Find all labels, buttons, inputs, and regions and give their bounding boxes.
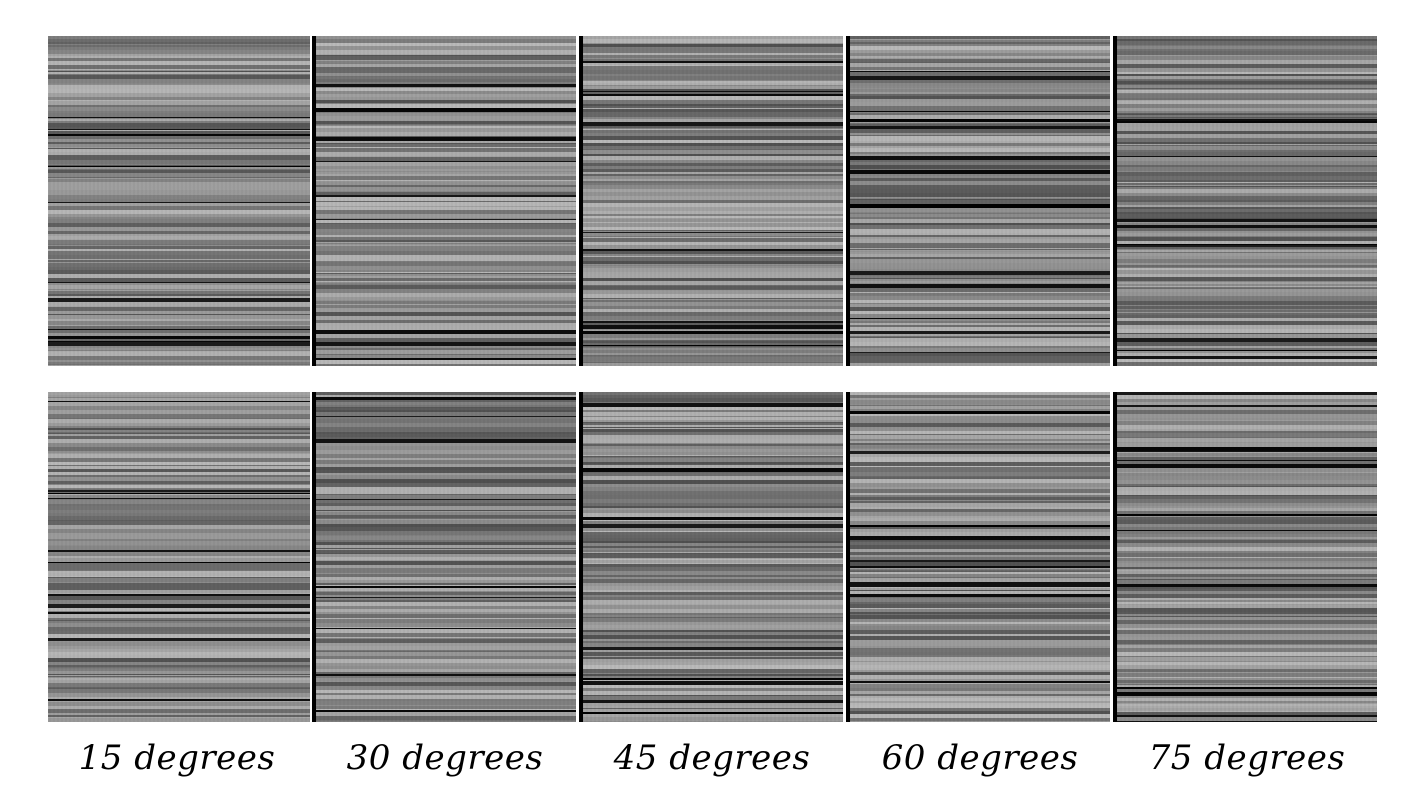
caption-60-degrees: 60 degrees: [881, 738, 1079, 778]
stripe-panel-row1-col4: [848, 36, 1110, 366]
stripe-panel-row2-col5: [1115, 392, 1377, 722]
stripe-panel-row2-col1: [48, 392, 310, 722]
separator-line: [312, 36, 316, 366]
separator-line: [1113, 36, 1117, 366]
stripe-panel-row2-col4: [848, 392, 1110, 722]
stripe-panel-row1-col2: [314, 36, 576, 366]
separator-line: [846, 36, 850, 366]
caption-30-degrees: 30 degrees: [346, 738, 544, 778]
stripe-panel-row2-col2: [314, 392, 576, 722]
separator-line: [579, 36, 583, 366]
separator-line: [846, 392, 850, 722]
caption-15-degrees: 15 degrees: [78, 738, 276, 778]
stripe-panel-row1-col3: [581, 36, 843, 366]
stripe-panel-row2-col3: [581, 392, 843, 722]
separator-line: [312, 392, 316, 722]
caption-45-degrees: 45 degrees: [613, 738, 811, 778]
stripe-panel-row1-col1: [48, 36, 310, 366]
caption-75-degrees: 75 degrees: [1148, 738, 1346, 778]
separator-line: [579, 392, 583, 722]
stripe-panel-row1-col5: [1115, 36, 1377, 366]
separator-line: [1113, 392, 1117, 722]
